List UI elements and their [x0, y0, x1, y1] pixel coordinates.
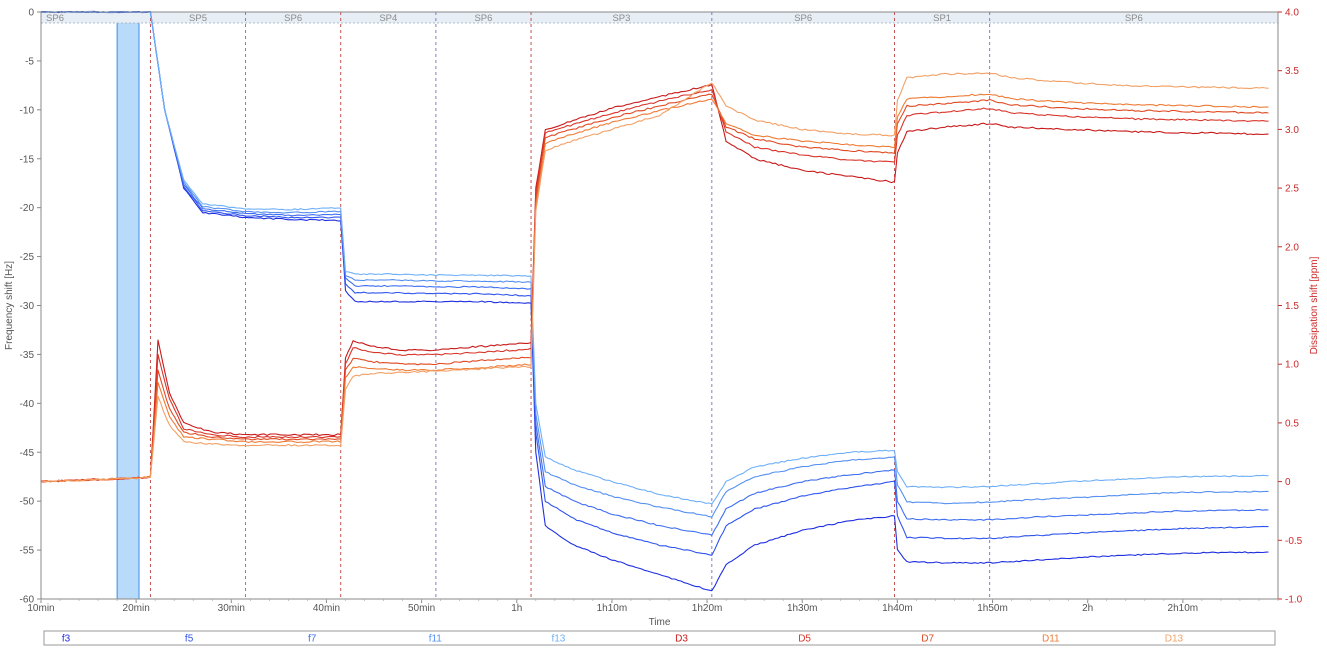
x-tick-label: 10min: [27, 603, 54, 614]
y-left-tick-label: -55: [20, 546, 35, 557]
legend-item-D11: D11: [1042, 634, 1060, 645]
y-left-axis-title: Frequency shift [Hz]: [4, 261, 15, 350]
highlight-band: [116, 11, 140, 600]
segment-label: SP6: [794, 13, 812, 24]
x-tick-label: 30min: [218, 603, 245, 614]
y-right-axis-title: Dissipation shift [ppm]: [1309, 256, 1320, 354]
segment-strip: [41, 12, 1278, 23]
segment-label: SP6: [284, 13, 302, 24]
y-left-tick-label: -45: [20, 448, 35, 459]
series-line-f7: [40, 10, 1269, 536]
y-left-tick-label: -5: [25, 56, 34, 67]
y-right-tick-label: 0.5: [1285, 418, 1299, 429]
series-line-D5: [40, 89, 1269, 483]
x-tick-label: 1h: [511, 603, 522, 614]
y-left-tick-label: -35: [20, 350, 35, 361]
y-right-tick-label: 4.0: [1285, 8, 1299, 19]
legend-item-D7: D7: [921, 634, 934, 645]
legend-item-f11: f11: [429, 634, 443, 645]
y-left-tick-label: -10: [20, 105, 35, 116]
series-line-D7: [40, 93, 1269, 483]
series-line-D13: [40, 72, 1269, 483]
legend-item-D5: D5: [798, 634, 811, 645]
y-left-tick-label: 0: [28, 8, 34, 19]
y-right-tick-label: 1.0: [1285, 360, 1299, 371]
y-right-tick-label: 2.0: [1285, 242, 1299, 253]
series-line-f3: [40, 10, 1269, 592]
segment-label: SP6: [1125, 13, 1143, 24]
x-tick-label: 2h: [1082, 603, 1093, 614]
x-tick-label: 40min: [313, 603, 340, 614]
legend-item-f5: f5: [185, 634, 194, 645]
legend-box: [43, 630, 1276, 646]
y-right-tick-label: 1.5: [1285, 301, 1299, 312]
x-axis-title: Time: [649, 617, 671, 628]
y-left-tick-label: -60: [20, 595, 35, 606]
segment-label: SP1: [933, 13, 951, 24]
segment-label: SP6: [46, 13, 64, 24]
y-left-tick-label: -40: [20, 399, 35, 410]
series-line-f11: [40, 10, 1269, 518]
y-left-tick-label: -20: [20, 203, 35, 214]
series-line-f5: [40, 10, 1269, 556]
x-tick-label: 1h10m: [597, 603, 628, 614]
y-right-tick-label: 2.5: [1285, 184, 1299, 195]
y-right-tick-label: 3.5: [1285, 66, 1299, 77]
legend-item-f7: f7: [308, 634, 317, 645]
segment-label: SP6: [474, 13, 492, 24]
legend-item-f13: f13: [551, 634, 565, 645]
series-line-D3: [40, 84, 1269, 483]
x-tick-label: 20min: [123, 603, 150, 614]
segment-label: SP4: [379, 13, 397, 24]
x-tick-label: 2h10m: [1168, 603, 1199, 614]
series-line-D11: [40, 93, 1269, 483]
segment-label: SP3: [612, 13, 630, 24]
legend-item-D13: D13: [1165, 634, 1184, 645]
series-line-f13: [40, 10, 1269, 505]
y-left-tick-label: -30: [20, 301, 35, 312]
x-tick-label: 1h30m: [787, 603, 818, 614]
y-left-tick-label: -50: [20, 497, 35, 508]
x-tick-label: 50min: [408, 603, 435, 614]
y-right-tick-label: 3.0: [1285, 125, 1299, 136]
x-tick-label: 1h50m: [977, 603, 1008, 614]
y-right-tick-label: -1.0: [1285, 595, 1303, 606]
y-left-tick-label: -25: [20, 252, 35, 263]
y-left-tick-label: -15: [20, 154, 35, 165]
segment-label: SP5: [189, 13, 207, 24]
y-right-tick-label: 0: [1285, 477, 1291, 488]
legend-item-D3: D3: [675, 634, 688, 645]
y-right-tick-label: -0.5: [1285, 536, 1303, 547]
x-tick-label: 1h40m: [882, 603, 913, 614]
legend-item-f3: f3: [62, 634, 71, 645]
x-tick-label: 1h20m: [692, 603, 723, 614]
